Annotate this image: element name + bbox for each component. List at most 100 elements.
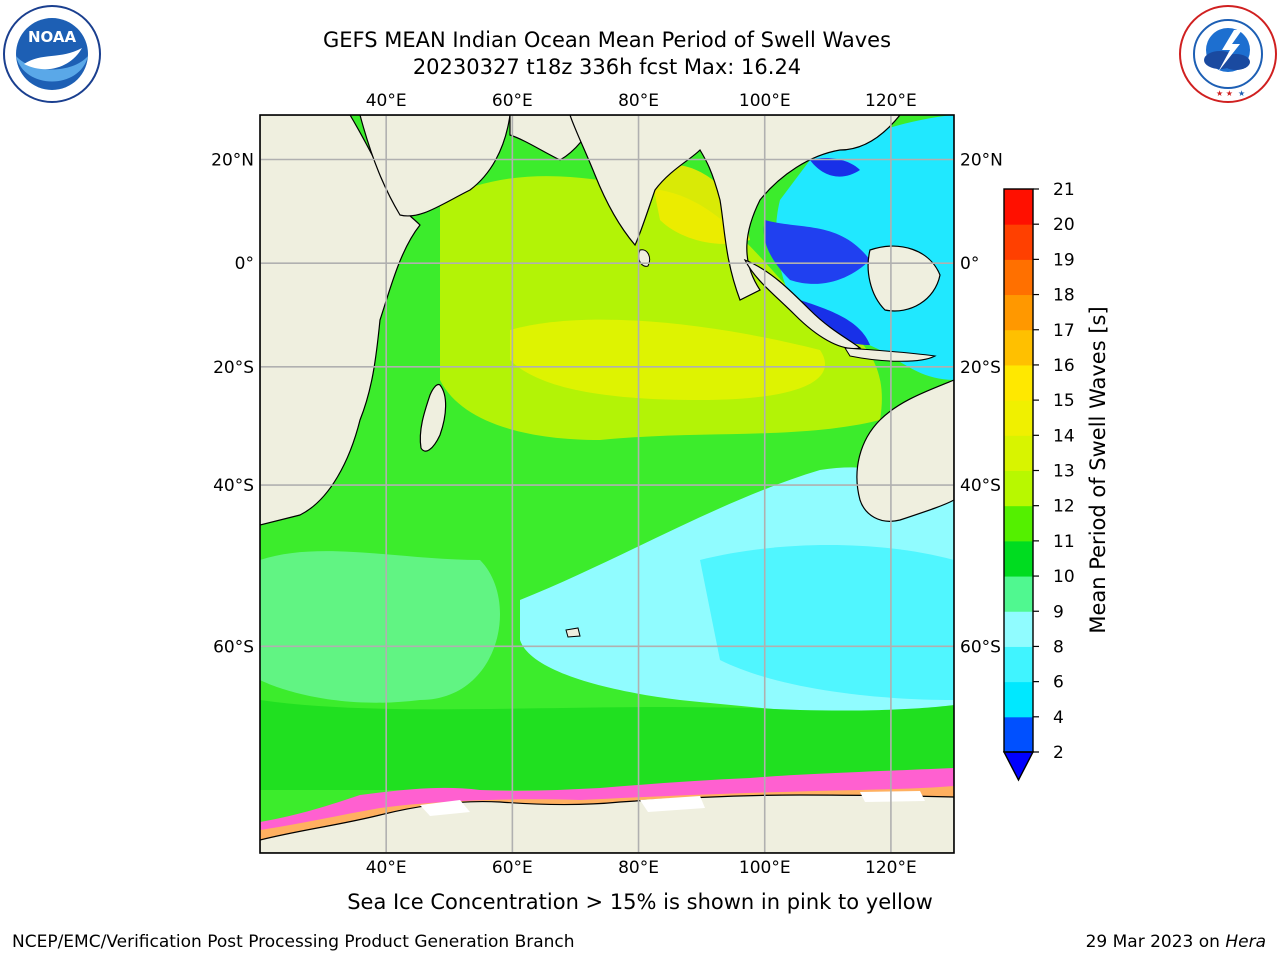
colorbar-segment [1004, 540, 1033, 577]
land-sumatra [743, 258, 862, 350]
ocean-field [260, 115, 954, 853]
colorbar-segment [1004, 611, 1033, 647]
colorbar-segment [1004, 224, 1033, 260]
lon-label: 80°E [618, 91, 659, 111]
colorbar-frame [1003, 188, 1034, 753]
lat-label: 40°S [960, 476, 1001, 496]
footer-date: 29 Mar 2023 on Hera [1086, 932, 1266, 952]
swell-period-region [763, 220, 870, 284]
colorbar-tick-label: 20 [1053, 215, 1075, 235]
sea-ice-white [640, 796, 705, 812]
lat-label: 60°S [213, 637, 254, 657]
chart-subtitle: 20230327 t18z 336h fcst Max: 16.24 [412, 55, 802, 79]
colorbar-under-arrow [1002, 751, 1035, 782]
lon-labels-top: 40°E 60°E 80°E 100°E 120°E [366, 91, 917, 111]
land-asia-west [509, 115, 601, 161]
sea-ice-edge [260, 786, 954, 840]
lat-label: 20°S [960, 358, 1001, 378]
colorbar [1002, 188, 1035, 782]
swell-period-region [260, 551, 500, 703]
nws-logo: ★ ★ ★ [1179, 5, 1277, 103]
land-sri-lanka [638, 249, 651, 267]
colorbar-segment [1004, 716, 1033, 753]
footer-credit: NCEP/EMC/Verification Post Processing Pr… [12, 932, 575, 952]
lat-label: 20°N [960, 151, 1003, 171]
colorbar-tick-label: 12 [1053, 497, 1075, 517]
land-arabia [359, 115, 511, 217]
colorbar-segment [1004, 505, 1033, 542]
sea-ice-edge [260, 768, 954, 835]
swell-period-region [510, 319, 825, 400]
colorbar-segment [1004, 329, 1033, 366]
land-borneo [867, 245, 941, 312]
colorbar-tick-label: 2 [1053, 743, 1064, 763]
lat-label: 0° [960, 254, 979, 274]
colorbar-segment [1004, 646, 1033, 683]
map-frame [259, 114, 955, 854]
land-kerguelen [565, 627, 581, 638]
colorbar-segment [1004, 470, 1033, 507]
lat-labels-right: 20°N 0° 20°S 40°S 60°S [960, 151, 1003, 658]
swell-period-region [520, 467, 954, 720]
sea-ice-note: Sea Ice Concentration > 15% is shown in … [347, 890, 933, 914]
colorbar-tick-label: 13 [1053, 462, 1075, 482]
lat-label: 40°S [213, 476, 254, 496]
lon-label: 80°E [618, 858, 659, 878]
lon-label: 100°E [739, 858, 791, 878]
colorbar-tick-label: 16 [1053, 356, 1075, 376]
sea-ice-white [420, 800, 470, 816]
colorbar-segment [1004, 189, 1033, 225]
swell-period-region [810, 158, 860, 177]
land-india [569, 115, 901, 301]
colorbar-tick-label: 8 [1053, 637, 1064, 657]
colorbar-tick-label: 18 [1053, 286, 1075, 306]
lon-label: 120°E [865, 858, 917, 878]
land-australia [856, 379, 954, 522]
lat-label: 20°N [211, 151, 254, 171]
colorbar-ticks: 2 4 6 8 9 10 11 12 13 14 15 16 17 18 19 20 21 [1033, 180, 1075, 763]
land-java [844, 347, 937, 362]
swell-period-region [260, 700, 954, 790]
chart-title: GEFS MEAN Indian Ocean Mean Period of Sw… [322, 28, 892, 52]
sea-ice-white [860, 791, 925, 802]
land-antarctica [260, 794, 954, 853]
land-africa [260, 115, 421, 526]
colorbar-tick-label: 15 [1053, 391, 1075, 411]
colorbar-segment [1004, 259, 1033, 296]
colorbar-tick-label: 4 [1053, 708, 1064, 728]
lon-label: 40°E [366, 91, 407, 111]
colorbar-tick-label: 10 [1053, 567, 1075, 587]
colorbar-tick-label: 6 [1053, 673, 1064, 693]
noaa-logo: NOAA [3, 5, 101, 103]
star-icon: ★ ★ [1216, 89, 1233, 98]
colorbar-tick-label: 14 [1053, 426, 1075, 446]
lat-label: 0° [235, 254, 254, 274]
lon-label: 100°E [739, 91, 791, 111]
colorbar-segment [1004, 435, 1033, 471]
colorbar-segment [1004, 576, 1033, 612]
lon-label: 60°E [492, 858, 533, 878]
colorbar-segment [1004, 294, 1033, 331]
star-icon: ★ [1238, 89, 1245, 98]
lat-label: 20°S [213, 358, 254, 378]
lat-label: 60°S [960, 637, 1001, 657]
colorbar-tick-label: 9 [1053, 602, 1064, 622]
colorbar-label: Mean Period of Swell Waves [s] [1086, 306, 1110, 633]
swell-period-region [776, 115, 954, 380]
land-madagascar [419, 383, 447, 452]
lon-label: 120°E [865, 91, 917, 111]
colorbar-segment [1004, 364, 1033, 401]
lon-label: 40°E [366, 858, 407, 878]
colorbar-tick-label: 21 [1053, 180, 1075, 200]
colorbar-segment [1004, 681, 1033, 718]
lon-labels-bottom: 40°E 60°E 80°E 100°E 120°E [366, 858, 917, 878]
lon-label: 60°E [492, 91, 533, 111]
footer-host: Hera [1225, 932, 1266, 952]
colorbar-segment [1004, 400, 1033, 436]
swell-period-region [650, 164, 750, 244]
lat-labels-left: 20°N 0° 20°S 40°S 60°S [211, 151, 254, 658]
footer-date-text: 29 Mar 2023 on [1085, 932, 1226, 952]
swell-period-region [800, 300, 870, 345]
colorbar-tick-label: 11 [1053, 532, 1075, 552]
